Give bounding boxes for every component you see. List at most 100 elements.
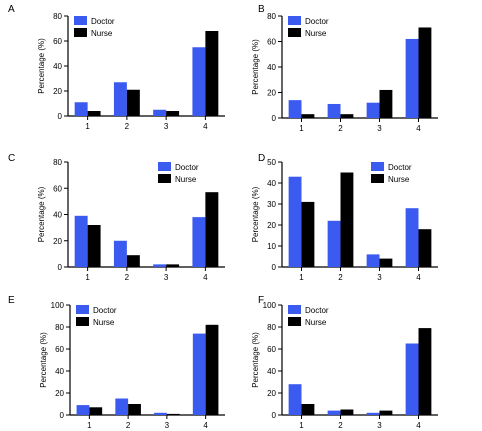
- y-tick-label: 20: [53, 237, 62, 246]
- bar-doctor-4: [192, 217, 206, 267]
- legend-label-nurse: Nurse: [305, 318, 327, 327]
- y-tick-label: 0: [272, 411, 277, 420]
- bar-doctor-3: [153, 109, 167, 116]
- bar-doctor-2: [327, 410, 341, 415]
- y-tick-label: 80: [55, 323, 64, 332]
- x-tick-label: 4: [416, 273, 421, 282]
- x-tick-label: 2: [338, 273, 343, 282]
- bar-nurse-3: [166, 264, 180, 267]
- x-tick-label: 4: [203, 273, 208, 282]
- x-tick-label: 4: [203, 122, 208, 131]
- legend: Doctor Nurse: [158, 162, 199, 184]
- x-tick-label: 1: [85, 273, 90, 282]
- bar-nurse-4: [418, 328, 432, 415]
- y-tick-label: 20: [267, 89, 276, 98]
- legend-label-nurse: Nurse: [91, 29, 113, 38]
- y-tick-label: 80: [267, 12, 276, 21]
- bar-nurse-2: [340, 409, 354, 415]
- legend: Doctor Nurse: [288, 16, 329, 38]
- bar-doctor-4: [405, 208, 419, 267]
- x-tick-label: 1: [299, 273, 304, 282]
- y-tick-label: 40: [53, 62, 62, 71]
- legend-swatch-nurse: [76, 317, 89, 326]
- bar-doctor-3: [153, 264, 167, 267]
- y-tick-label: 100: [51, 301, 65, 310]
- x-tick-label: 1: [299, 124, 304, 133]
- legend-label-doctor: Doctor: [175, 163, 199, 172]
- y-tick-label: 60: [55, 345, 64, 354]
- y-tick-label: 80: [53, 12, 62, 21]
- bar-doctor-1: [74, 102, 88, 116]
- y-axis-label: Percentage (%): [251, 39, 260, 95]
- legend-swatch-nurse: [371, 174, 384, 183]
- y-tick-label: 50: [267, 158, 276, 167]
- y-tick-label: 60: [53, 184, 62, 193]
- bar-nurse-1: [301, 114, 315, 118]
- y-tick-label: 0: [272, 114, 277, 123]
- y-tick-label: 0: [272, 263, 277, 272]
- legend-swatch-doctor: [288, 305, 301, 314]
- bar-nurse-1: [87, 225, 101, 267]
- bar-nurse-4: [205, 192, 219, 267]
- y-tick-label: 20: [267, 221, 276, 230]
- x-tick-label: 3: [164, 273, 169, 282]
- x-tick-label: 2: [126, 421, 131, 430]
- legend-label-nurse: Nurse: [305, 29, 327, 38]
- y-tick-label: 40: [267, 179, 276, 188]
- legend-swatch-doctor: [158, 162, 171, 171]
- legend-label-doctor: Doctor: [305, 306, 329, 315]
- panel-label: F: [258, 295, 264, 306]
- x-tick-label: 4: [416, 124, 421, 133]
- y-tick-label: 20: [53, 87, 62, 96]
- x-tick-label: 3: [377, 421, 382, 430]
- legend-label-doctor: Doctor: [93, 306, 117, 315]
- panel-b: B Percentage (%) 0 20 40 60 80 1 2 3 4 Doctor Nurse: [251, 4, 438, 133]
- bar-nurse-4: [205, 324, 219, 415]
- bar-nurse-2: [126, 89, 140, 116]
- bar-doctor-1: [74, 215, 88, 267]
- y-tick-label: 40: [267, 63, 276, 72]
- bar-doctor-1: [288, 176, 302, 267]
- legend-label-nurse: Nurse: [93, 318, 115, 327]
- legend-swatch-nurse: [288, 317, 301, 326]
- bar-doctor-1: [76, 405, 90, 415]
- y-tick-label: 40: [53, 211, 62, 220]
- y-tick-label: 60: [53, 37, 62, 46]
- y-tick-label: 20: [267, 389, 276, 398]
- y-tick-label: 60: [267, 38, 276, 47]
- bar-doctor-4: [405, 38, 419, 119]
- legend-swatch-nurse: [74, 28, 87, 37]
- legend-swatch-doctor: [74, 16, 87, 25]
- x-tick-label: 1: [299, 421, 304, 430]
- x-tick-label: 3: [165, 421, 170, 430]
- x-tick-label: 2: [125, 273, 130, 282]
- bar-doctor-2: [113, 82, 127, 116]
- x-tick-label: 2: [338, 124, 343, 133]
- bar-nurse-1: [301, 201, 315, 267]
- y-tick-label: 80: [267, 323, 276, 332]
- x-tick-label: 3: [377, 124, 382, 133]
- legend-swatch-doctor: [288, 16, 301, 25]
- bar-doctor-1: [288, 384, 302, 415]
- bar-doctor-3: [154, 412, 167, 415]
- bar-doctor-2: [113, 240, 127, 267]
- bar-nurse-3: [166, 111, 180, 116]
- bar-doctor-4: [192, 333, 206, 415]
- legend-label-nurse: Nurse: [388, 175, 410, 184]
- y-axis-label: Percentage (%): [37, 38, 46, 94]
- x-tick-label: 4: [203, 421, 208, 430]
- x-tick-label: 3: [377, 273, 382, 282]
- bar-doctor-4: [405, 343, 419, 415]
- y-tick-label: 40: [55, 367, 64, 376]
- bar-nurse-3: [379, 410, 393, 415]
- x-tick-label: 2: [338, 421, 343, 430]
- bar-doctor-3: [366, 102, 380, 118]
- y-tick-label: 0: [60, 411, 65, 420]
- bar-nurse-2: [126, 255, 140, 267]
- y-tick-label: 80: [53, 158, 62, 167]
- panel-label: E: [8, 295, 15, 306]
- legend: Doctor Nurse: [288, 305, 329, 327]
- legend-label-doctor: Doctor: [305, 17, 329, 26]
- x-tick-label: 1: [87, 421, 92, 430]
